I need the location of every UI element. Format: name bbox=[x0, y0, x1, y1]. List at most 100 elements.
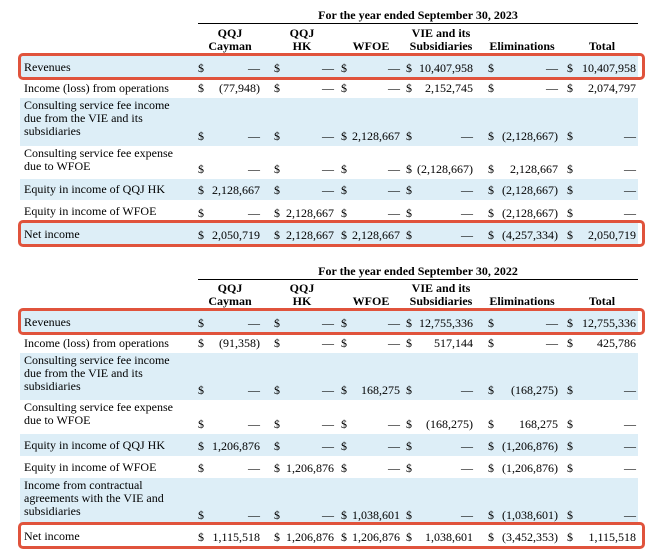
currency-symbol: $ bbox=[488, 336, 494, 350]
cell-value: — bbox=[322, 129, 334, 143]
cell-hk: $2,128,667 bbox=[274, 206, 334, 220]
cell-value: — bbox=[624, 417, 636, 431]
cell-value: — bbox=[624, 461, 636, 475]
currency-symbol: $ bbox=[567, 183, 573, 197]
cell-value: (1,206,876) bbox=[502, 439, 558, 453]
cell-value: — bbox=[388, 336, 400, 350]
cell-total: $ — bbox=[567, 383, 636, 397]
row-label: Equity in income of QQJ HK bbox=[24, 182, 165, 196]
cell-hk: $1,206,876 bbox=[274, 461, 334, 475]
cell-value: — bbox=[461, 508, 473, 522]
cell-value: — bbox=[388, 81, 400, 95]
cell-value: — bbox=[388, 461, 400, 475]
cell-wfoe: $ — bbox=[341, 162, 400, 176]
currency-symbol: $ bbox=[406, 439, 412, 453]
currency-symbol: $ bbox=[567, 439, 573, 453]
cell-vie: $ — bbox=[406, 508, 473, 522]
cell-wfoe: $ — bbox=[341, 81, 400, 95]
cell-value: (1,206,876) bbox=[502, 461, 558, 475]
table-row: Income (loss) from operations $ (91,358) $ —… bbox=[20, 333, 638, 353]
cell-value: — bbox=[322, 336, 334, 350]
cell-value: — bbox=[322, 162, 334, 176]
currency-symbol: $ bbox=[488, 61, 494, 75]
cell-hk: $ — bbox=[274, 336, 334, 350]
currency-symbol: $ bbox=[274, 439, 280, 453]
cell-value: 2,152,745 bbox=[425, 81, 473, 95]
cell-value: — bbox=[461, 183, 473, 197]
table-row: Equity in income of WFOE $ — $1,206,876 $ — $ —… bbox=[20, 456, 638, 478]
currency-symbol: $ bbox=[198, 129, 204, 143]
currency-symbol: $ bbox=[341, 508, 347, 522]
column-header-total: Total bbox=[588, 39, 616, 53]
cell-cayman: $ — bbox=[198, 383, 260, 397]
period-underline bbox=[198, 23, 638, 24]
row-label: Net income bbox=[24, 226, 80, 241]
cell-cayman: $ — bbox=[198, 316, 260, 330]
currency-symbol: $ bbox=[406, 228, 412, 242]
cell-value: (3,452,353) bbox=[502, 530, 558, 544]
cell-vie: $1,038,601 bbox=[406, 530, 473, 544]
currency-symbol: $ bbox=[198, 383, 204, 397]
cell-elim: $ — bbox=[488, 336, 558, 350]
currency-symbol: $ bbox=[406, 316, 412, 330]
cell-value: (91,358) bbox=[219, 336, 260, 350]
cell-value: — bbox=[461, 228, 473, 242]
statement-table-2: For the year ended September 30, 2022 QQJ… bbox=[0, 258, 660, 549]
cell-cayman: $ — bbox=[198, 61, 260, 75]
currency-symbol: $ bbox=[488, 81, 494, 95]
cell-total: $1,115,518 bbox=[567, 530, 636, 544]
highlight-box bbox=[18, 308, 645, 335]
cell-value: 1,206,876 bbox=[212, 439, 260, 453]
cell-value: — bbox=[388, 61, 400, 75]
currency-symbol: $ bbox=[406, 183, 412, 197]
currency-symbol: $ bbox=[567, 530, 573, 544]
row-label: Equity in income of WFOE bbox=[24, 459, 157, 474]
currency-symbol: $ bbox=[341, 461, 347, 475]
cell-value: 2,050,719 bbox=[212, 228, 260, 242]
cell-cayman: $ (77,948) bbox=[198, 81, 260, 95]
cell-wfoe: $168,275 bbox=[341, 383, 400, 397]
cell-value: 1,206,876 bbox=[286, 461, 334, 475]
cell-value: — bbox=[388, 316, 400, 330]
cell-elim: $2,128,667 bbox=[488, 162, 558, 176]
cell-total: $2,050,719 bbox=[567, 228, 636, 242]
currency-symbol: $ bbox=[341, 228, 347, 242]
cell-vie: $ — bbox=[406, 206, 473, 220]
cell-hk: $ — bbox=[274, 383, 334, 397]
cell-value: 2,128,667 bbox=[286, 206, 334, 220]
column-header-vie: VIE and its Subsidiaries bbox=[409, 281, 473, 308]
cell-value: — bbox=[546, 61, 558, 75]
cell-value: — bbox=[322, 417, 334, 431]
cell-wfoe: $2,128,667 bbox=[341, 129, 400, 143]
row-label: Consulting service fee income due from t… bbox=[24, 98, 170, 138]
currency-symbol: $ bbox=[198, 183, 204, 197]
cell-total: $425,786 bbox=[567, 336, 636, 350]
currency-symbol: $ bbox=[488, 383, 494, 397]
row-label: Equity in income of WFOE bbox=[24, 204, 157, 218]
cell-value: — bbox=[624, 162, 636, 176]
currency-symbol: $ bbox=[567, 383, 573, 397]
currency-symbol: $ bbox=[406, 336, 412, 350]
currency-symbol: $ bbox=[567, 61, 573, 75]
cell-vie: $517,144 bbox=[406, 336, 473, 350]
period-underline bbox=[198, 279, 638, 280]
cell-value: 2,128,667 bbox=[510, 162, 558, 176]
row-label: Income (loss) from operations bbox=[24, 80, 169, 95]
cell-value: — bbox=[248, 206, 260, 220]
cell-vie: $ — bbox=[406, 383, 473, 397]
cell-hk: $ — bbox=[274, 81, 334, 95]
cell-value: — bbox=[546, 316, 558, 330]
currency-symbol: $ bbox=[274, 183, 280, 197]
cell-hk: $ — bbox=[274, 61, 334, 75]
cell-vie: $12,755,336 bbox=[406, 316, 473, 330]
cell-elim: $ (168,275) bbox=[488, 383, 558, 397]
column-header-elim: Eliminations bbox=[489, 294, 555, 308]
currency-symbol: $ bbox=[198, 81, 204, 95]
cell-value: — bbox=[624, 508, 636, 522]
currency-symbol: $ bbox=[488, 508, 494, 522]
currency-symbol: $ bbox=[341, 417, 347, 431]
column-header-cayman: QQJ Cayman bbox=[208, 281, 252, 308]
cell-value: (2,128,667) bbox=[417, 162, 473, 176]
currency-symbol: $ bbox=[341, 183, 347, 197]
cell-cayman: $ — bbox=[198, 129, 260, 143]
